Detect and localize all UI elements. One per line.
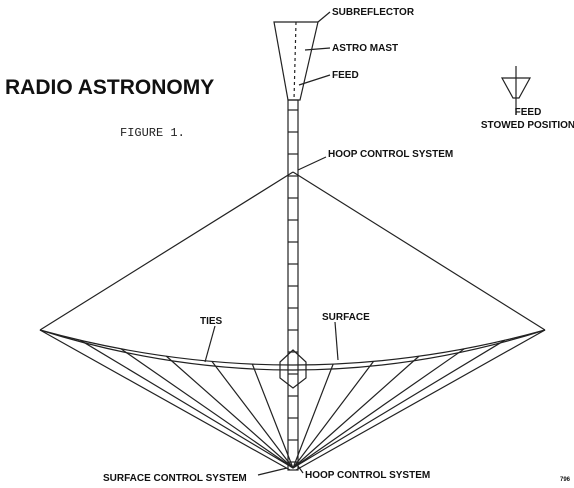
surface-inner [40,330,545,365]
leader [335,322,338,360]
tie [293,349,464,468]
tie [293,340,505,468]
tie [121,349,293,468]
tie [212,361,293,468]
mast [288,100,298,470]
tie [166,356,293,468]
label: STOWED POSITION [481,120,574,131]
label: SURFACE CONTROL SYSTEM [103,473,247,484]
hoop-line [40,172,293,330]
label: SURFACE [322,312,370,323]
mast-segments [288,110,298,462]
label: SUBREFLECTOR [332,7,415,18]
cone-axis [294,22,296,100]
diagram: RADIO ASTRONOMY FIGURE 1. SUBREFLECTOR A… [0,0,574,488]
leader [258,468,287,475]
title: RADIO ASTRONOMY [5,76,214,99]
label: FEED [515,107,542,118]
label: TIES [200,316,223,327]
label: HOOP CONTROL SYSTEM [328,149,453,160]
hoop-line [293,172,545,330]
label: HOOP CONTROL SYSTEM [305,470,430,481]
figure-label: FIGURE 1. [120,126,185,140]
leader [298,157,326,170]
label: FEED [332,70,359,81]
subreflector-shape [274,22,318,100]
tie [293,361,374,468]
ties [80,340,504,468]
tie [80,340,293,468]
leader [205,326,215,362]
leader [318,12,330,22]
code: 796 [560,477,571,483]
hoop-line [40,330,290,470]
hub [280,350,306,388]
leader [299,75,330,85]
label: ASTRO MAST [332,43,398,54]
leader [305,48,330,50]
hoop-line [296,330,545,470]
